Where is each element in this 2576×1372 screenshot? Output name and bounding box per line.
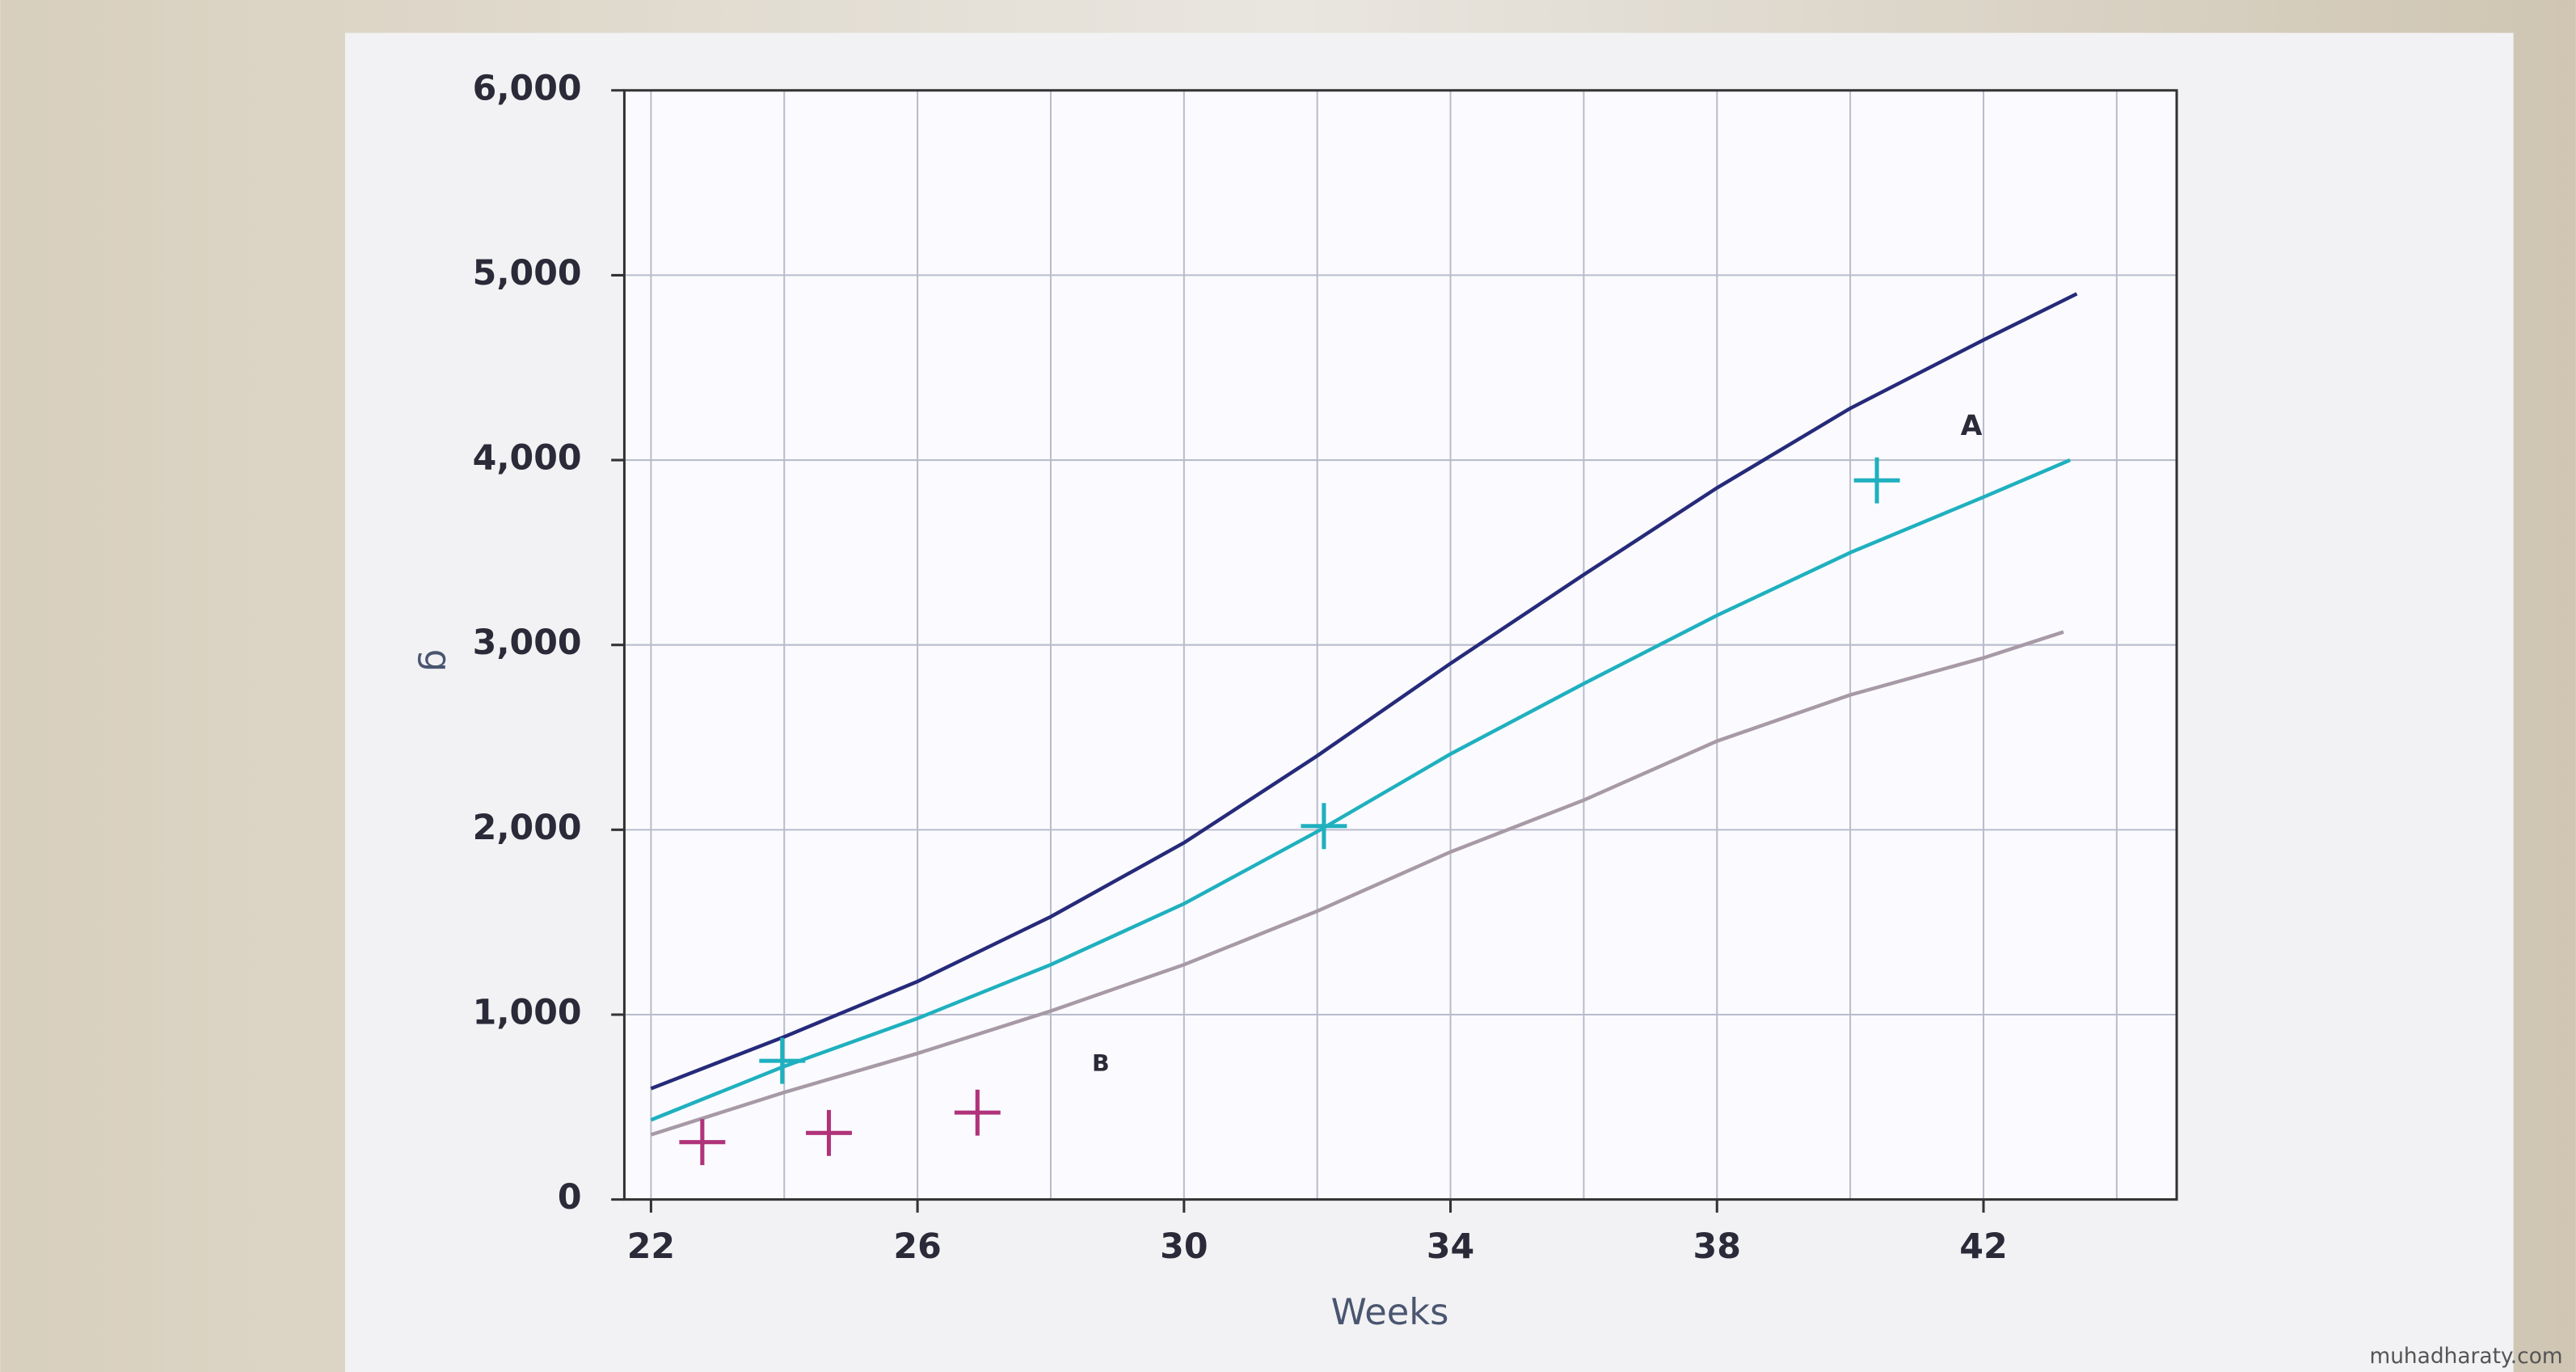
line-series [650, 458, 2071, 1122]
y-tick-label: 6,000 [473, 68, 582, 108]
annotation: B [1092, 1050, 1110, 1077]
line-series [650, 292, 2078, 1091]
x-tick-label: 42 [1959, 1226, 2007, 1267]
annotation: A [1961, 410, 1983, 442]
x-tick-label: 26 [893, 1226, 941, 1267]
x-tick-label: 22 [627, 1226, 675, 1267]
y-tick-label: 2,000 [473, 808, 582, 848]
y-axis-label: g [417, 649, 460, 672]
x-tick-label: 30 [1160, 1226, 1208, 1267]
y-tick-label: 0 [558, 1177, 582, 1218]
y-tick-label: 5,000 [473, 253, 582, 293]
x-tick-label: 38 [1693, 1226, 1741, 1267]
plus-marker [679, 1119, 726, 1166]
plot-frame [622, 89, 2178, 1201]
plus-marker [1301, 803, 1347, 850]
line-series [650, 630, 2064, 1137]
watermark: muhadharaty.com [2369, 1344, 2562, 1369]
plus-marker [759, 1037, 806, 1084]
plus-marker [806, 1109, 852, 1156]
y-tick-label: 1,000 [473, 992, 582, 1032]
x-tick-label: 34 [1427, 1226, 1474, 1267]
y-tick-label: 3,000 [473, 623, 582, 663]
plus-marker [954, 1089, 1001, 1136]
plus-marker [1853, 457, 1900, 504]
y-tick-label: 4,000 [473, 438, 582, 479]
x-axis-label: Weeks [1331, 1290, 1449, 1333]
